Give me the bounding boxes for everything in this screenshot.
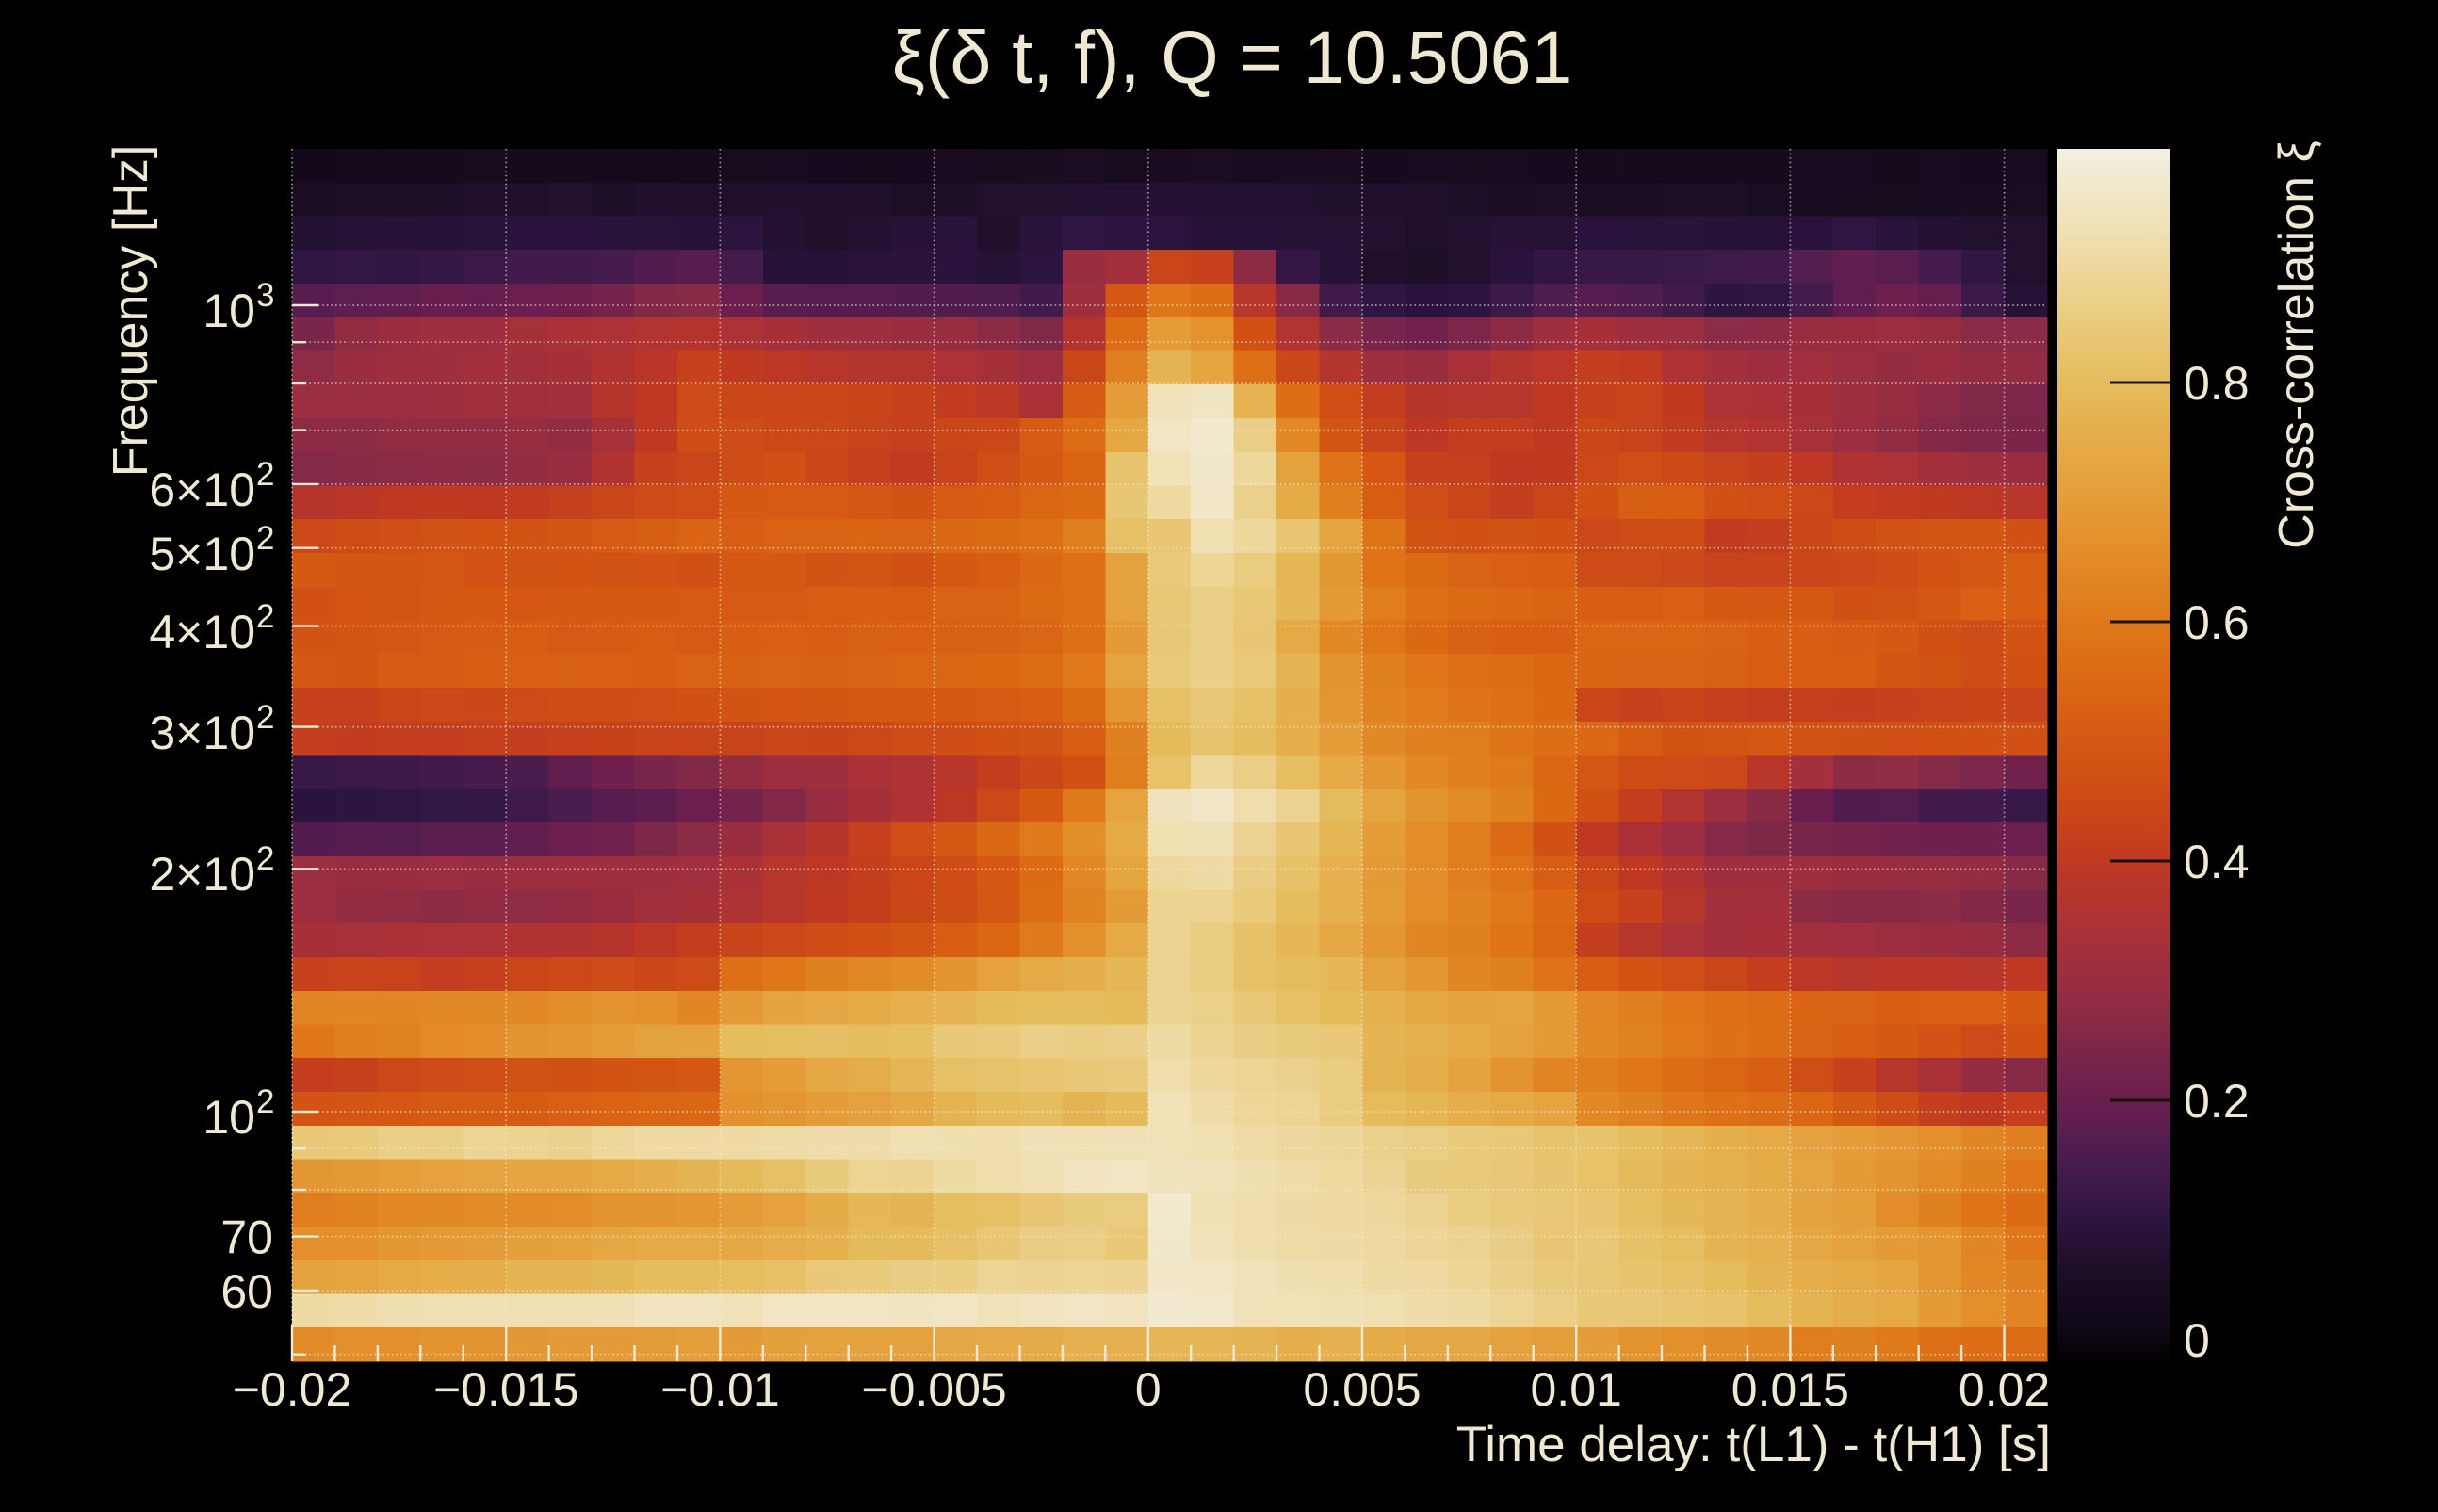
svg-text:3×10: 3×10: [149, 707, 255, 759]
svg-text:−0.005: −0.005: [861, 1363, 1006, 1416]
svg-text:0: 0: [2184, 1314, 2210, 1367]
svg-text:4×10: 4×10: [149, 606, 255, 658]
svg-text:Frequency [Hz]: Frequency [Hz]: [104, 145, 158, 478]
svg-text:2: 2: [256, 598, 274, 635]
svg-text:Time delay: t(L1) - t(H1) [s]: Time delay: t(L1) - t(H1) [s]: [1456, 1417, 2051, 1472]
svg-text:60: 60: [220, 1265, 273, 1318]
svg-text:Cross-correlation ξ: Cross-correlation ξ: [2269, 140, 2324, 549]
svg-text:0.01: 0.01: [1531, 1363, 1622, 1416]
svg-text:70: 70: [220, 1211, 273, 1264]
svg-text:6×10: 6×10: [149, 463, 255, 516]
svg-text:ξ(δ t, f), Q = 10.5061: ξ(δ t, f), Q = 10.5061: [892, 15, 1573, 99]
svg-text:2: 2: [256, 840, 274, 877]
svg-text:0.2: 0.2: [2184, 1075, 2250, 1128]
svg-text:2: 2: [256, 1083, 274, 1120]
svg-text:2: 2: [256, 456, 274, 493]
svg-text:−0.01: −0.01: [660, 1363, 780, 1416]
svg-text:0.005: 0.005: [1303, 1363, 1421, 1416]
svg-text:2×10: 2×10: [149, 848, 255, 901]
svg-text:−0.02: −0.02: [233, 1363, 352, 1416]
svg-text:0.4: 0.4: [2184, 836, 2250, 888]
svg-text:0.8: 0.8: [2184, 357, 2250, 410]
svg-text:2: 2: [256, 520, 274, 557]
svg-text:10: 10: [203, 1091, 255, 1144]
svg-text:0: 0: [1135, 1363, 1162, 1416]
svg-text:0.015: 0.015: [1731, 1363, 1849, 1416]
svg-text:5×10: 5×10: [149, 528, 255, 580]
svg-text:−0.015: −0.015: [433, 1363, 578, 1416]
svg-text:2: 2: [256, 699, 274, 736]
svg-text:0.6: 0.6: [2184, 596, 2250, 649]
svg-text:3: 3: [256, 277, 274, 314]
svg-text:0.02: 0.02: [1959, 1363, 2050, 1416]
svg-text:10: 10: [203, 285, 255, 337]
